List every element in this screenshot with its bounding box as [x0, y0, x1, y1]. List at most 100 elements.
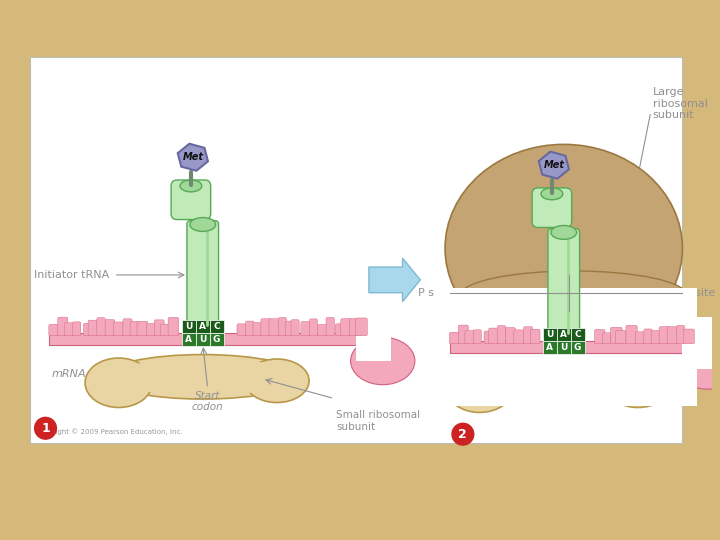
FancyBboxPatch shape — [473, 330, 482, 343]
FancyBboxPatch shape — [532, 188, 572, 227]
Ellipse shape — [606, 364, 670, 408]
FancyBboxPatch shape — [196, 320, 210, 333]
FancyBboxPatch shape — [310, 319, 318, 336]
Ellipse shape — [445, 144, 683, 352]
Text: G: G — [213, 335, 220, 344]
FancyBboxPatch shape — [626, 325, 637, 343]
Text: A: A — [560, 330, 567, 339]
FancyBboxPatch shape — [557, 341, 571, 354]
FancyBboxPatch shape — [349, 319, 361, 336]
Text: Met: Met — [182, 152, 203, 162]
FancyBboxPatch shape — [279, 318, 287, 336]
Ellipse shape — [551, 226, 577, 239]
FancyBboxPatch shape — [318, 325, 328, 336]
FancyBboxPatch shape — [137, 321, 148, 336]
FancyBboxPatch shape — [450, 341, 688, 353]
FancyBboxPatch shape — [285, 321, 296, 336]
Ellipse shape — [460, 271, 688, 320]
Text: A site: A site — [685, 288, 716, 298]
Ellipse shape — [190, 218, 215, 232]
Text: Start
codon: Start codon — [192, 390, 224, 412]
Ellipse shape — [85, 358, 153, 408]
FancyBboxPatch shape — [635, 332, 644, 343]
Text: U: U — [546, 330, 554, 339]
Text: A: A — [546, 343, 554, 352]
Ellipse shape — [245, 359, 309, 402]
FancyBboxPatch shape — [246, 321, 254, 336]
FancyBboxPatch shape — [269, 319, 280, 336]
FancyBboxPatch shape — [651, 330, 660, 343]
FancyBboxPatch shape — [50, 333, 361, 345]
FancyBboxPatch shape — [168, 318, 179, 336]
Circle shape — [35, 417, 56, 439]
FancyBboxPatch shape — [514, 330, 523, 343]
FancyBboxPatch shape — [88, 320, 100, 336]
Ellipse shape — [112, 358, 294, 396]
FancyBboxPatch shape — [161, 324, 171, 336]
FancyBboxPatch shape — [616, 330, 626, 343]
FancyBboxPatch shape — [356, 309, 391, 361]
FancyBboxPatch shape — [683, 318, 714, 369]
Text: Large
ribosomal
subunit: Large ribosomal subunit — [653, 87, 708, 120]
Polygon shape — [539, 152, 569, 179]
FancyBboxPatch shape — [489, 328, 500, 343]
Ellipse shape — [180, 180, 202, 192]
Text: mRNA: mRNA — [52, 369, 86, 379]
Text: C: C — [575, 330, 581, 339]
Text: Small ribosomal
subunit: Small ribosomal subunit — [336, 410, 420, 432]
FancyBboxPatch shape — [435, 288, 697, 407]
FancyBboxPatch shape — [30, 57, 683, 443]
FancyArrow shape — [369, 258, 420, 302]
FancyBboxPatch shape — [356, 318, 367, 336]
FancyBboxPatch shape — [611, 327, 622, 343]
Polygon shape — [178, 144, 208, 171]
Text: 2: 2 — [459, 428, 467, 441]
FancyBboxPatch shape — [105, 320, 114, 336]
FancyBboxPatch shape — [49, 325, 60, 336]
FancyBboxPatch shape — [96, 318, 105, 336]
Text: U: U — [560, 343, 567, 352]
FancyBboxPatch shape — [182, 333, 196, 346]
FancyBboxPatch shape — [523, 327, 533, 343]
FancyBboxPatch shape — [603, 333, 611, 343]
FancyBboxPatch shape — [505, 328, 516, 343]
FancyBboxPatch shape — [445, 315, 693, 355]
Text: Copyright © 2009 Pearson Education, Inc.: Copyright © 2009 Pearson Education, Inc. — [35, 429, 182, 435]
FancyBboxPatch shape — [301, 321, 311, 336]
Text: P site: P site — [418, 288, 448, 298]
FancyBboxPatch shape — [113, 322, 123, 336]
FancyBboxPatch shape — [548, 228, 580, 345]
Text: A: A — [199, 322, 206, 332]
FancyBboxPatch shape — [237, 324, 246, 336]
FancyBboxPatch shape — [182, 320, 196, 333]
FancyBboxPatch shape — [73, 322, 81, 336]
Text: 1: 1 — [41, 422, 50, 435]
FancyBboxPatch shape — [58, 317, 68, 336]
FancyBboxPatch shape — [336, 324, 344, 336]
Ellipse shape — [446, 363, 513, 413]
Ellipse shape — [351, 338, 415, 384]
FancyBboxPatch shape — [677, 326, 685, 343]
FancyBboxPatch shape — [341, 319, 352, 336]
FancyBboxPatch shape — [531, 329, 540, 343]
FancyBboxPatch shape — [557, 328, 571, 341]
Text: Initiator tRNA: Initiator tRNA — [34, 270, 109, 280]
FancyBboxPatch shape — [459, 325, 469, 343]
FancyBboxPatch shape — [667, 327, 678, 343]
FancyBboxPatch shape — [465, 330, 474, 343]
FancyBboxPatch shape — [543, 341, 557, 354]
FancyBboxPatch shape — [196, 333, 210, 346]
FancyBboxPatch shape — [595, 329, 605, 343]
Ellipse shape — [104, 355, 302, 399]
FancyBboxPatch shape — [291, 320, 300, 336]
FancyBboxPatch shape — [484, 331, 494, 343]
FancyBboxPatch shape — [683, 329, 694, 343]
FancyBboxPatch shape — [64, 323, 74, 336]
FancyBboxPatch shape — [130, 321, 140, 336]
FancyBboxPatch shape — [659, 327, 670, 343]
Text: A: A — [186, 335, 192, 344]
Text: C: C — [213, 322, 220, 332]
Ellipse shape — [541, 188, 563, 200]
Ellipse shape — [678, 345, 720, 389]
FancyBboxPatch shape — [84, 323, 93, 336]
